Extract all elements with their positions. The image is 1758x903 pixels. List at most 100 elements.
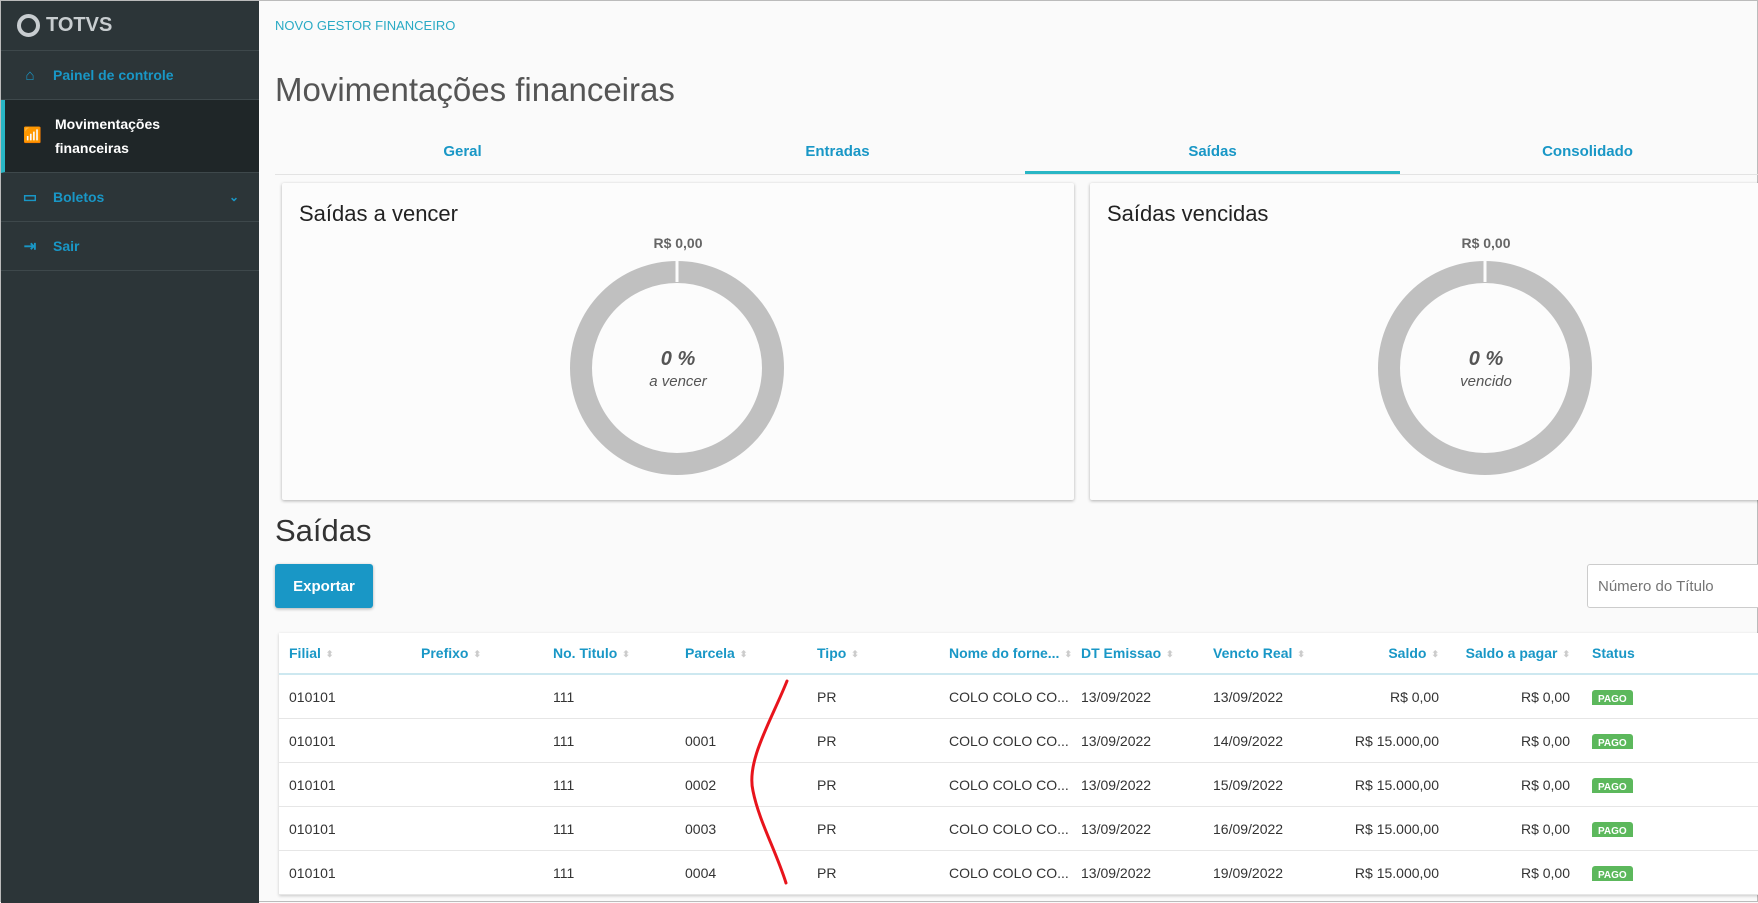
donut-chart xyxy=(1378,259,1592,475)
sort-icon[interactable]: ⬍ xyxy=(739,648,748,659)
donut-chart xyxy=(570,259,784,475)
column-label: Prefixo xyxy=(421,645,469,661)
table-cell: COLO COLO CO... xyxy=(949,732,1069,749)
table-cell: PAGO xyxy=(1582,777,1702,793)
sidebar-item-sair[interactable]: ⇥ Sair xyxy=(1,222,259,271)
donut-percent: 0 % xyxy=(660,348,696,370)
table-cell: PAGO xyxy=(1582,865,1702,881)
table-cell: 111 xyxy=(553,732,575,749)
sidebar-item-painel[interactable]: ⌂ Painel de controle xyxy=(1,51,259,100)
table-cell: 111 xyxy=(553,688,575,705)
table-row[interactable]: 010101 111 0004 PR COLO COLO CO... 13/09/2022… xyxy=(279,851,1758,895)
tab-saidas[interactable]: Saídas xyxy=(1025,133,1400,174)
status-badge: PAGO xyxy=(1592,865,1633,881)
table-cell: 14/09/2022 xyxy=(1213,732,1284,749)
table-cell: PR xyxy=(817,820,837,837)
table-cell: 13/09/2022 xyxy=(1213,688,1284,705)
card-title: Saídas a vencer xyxy=(299,201,458,226)
column-label: Tipo xyxy=(817,645,847,661)
sidebar-item-movimentacoes[interactable]: 📶 Movimentações financeiras xyxy=(1,100,259,173)
main-content: NOVO GESTOR FINANCEIRO Movimentações fin… xyxy=(259,1,1758,901)
table-cell: COLO COLO CO... xyxy=(949,864,1069,881)
logout-icon: ⇥ xyxy=(23,238,37,255)
sort-icon[interactable]: ⬍ xyxy=(1166,648,1174,659)
column-label: Status xyxy=(1592,645,1635,661)
table-cell: 15/09/2022 xyxy=(1213,776,1284,793)
column-header[interactable]: No. Titulo ⬍ xyxy=(543,645,675,661)
table-cell: PR xyxy=(817,864,837,881)
monitor-icon: ▭ xyxy=(22,189,38,206)
table-cell: COLO COLO CO... xyxy=(949,776,1069,793)
export-button[interactable]: Exportar xyxy=(275,564,373,608)
column-header[interactable]: Filial ⬍ xyxy=(279,645,411,661)
table-row[interactable]: 010101 111 0003 PR COLO COLO CO... 13/09/2022… xyxy=(279,807,1758,851)
column-label: No. Titulo xyxy=(553,645,618,661)
totvs-logo: TOTVS xyxy=(1,1,259,51)
table-cell: R$ 0,00 xyxy=(1520,688,1570,705)
sidebar-item-label: Sair xyxy=(53,238,80,254)
column-header[interactable]: Status xyxy=(1582,645,1702,661)
column-header[interactable]: Parcela ⬍ xyxy=(675,645,807,661)
sidebar-item-boletos[interactable]: ▭ Boletos ⌄ xyxy=(1,173,259,222)
sort-icon[interactable]: ⬍ xyxy=(1064,648,1071,659)
table-cell: 13/09/2022 xyxy=(1081,820,1152,837)
table-cell: R$ 15.000,00 xyxy=(1354,864,1439,881)
sort-icon[interactable]: ⬍ xyxy=(325,648,334,659)
donut-amount: R$ 0,00 xyxy=(1461,235,1511,251)
column-label: Parcela xyxy=(685,645,735,661)
sort-icon[interactable]: ⬍ xyxy=(622,648,630,659)
table-header: Filial ⬍ Prefixo ⬍ No. Titulo ⬍ Parcela ⬍ Tipo ⬍ N… xyxy=(279,633,1758,675)
tab-geral[interactable]: Geral xyxy=(443,143,482,160)
sidebar-item-label: Boletos xyxy=(53,189,105,205)
sort-icon[interactable]: ⬍ xyxy=(473,648,482,659)
column-header[interactable]: Saldo ⬍ xyxy=(1335,645,1451,661)
sort-icon[interactable]: ⬍ xyxy=(851,648,859,659)
table-cell: PR xyxy=(817,776,837,793)
logo-text: TOTVS xyxy=(46,14,113,36)
donut-caption: vencido xyxy=(1460,373,1512,390)
sort-icon[interactable]: ⬍ xyxy=(1562,648,1570,659)
column-label: Vencto Real xyxy=(1213,645,1293,661)
card-saidas-vencidas: Saídas vencidas R$ 0,00 0 % vencido xyxy=(1090,183,1758,500)
column-header[interactable]: DT Emissao ⬍ xyxy=(1071,645,1203,661)
column-label: Nome do forne... xyxy=(949,645,1060,661)
table-cell: 0002 xyxy=(685,776,717,793)
table-cell: PR xyxy=(817,732,837,749)
column-header[interactable]: Vencto Real ⬍ xyxy=(1203,645,1335,661)
column-label: Saldo xyxy=(1388,645,1427,661)
table-cell: R$ 15.000,00 xyxy=(1354,820,1439,837)
status-badge: PAGO xyxy=(1592,689,1633,705)
column-header[interactable]: Prefixo ⬍ xyxy=(411,645,543,661)
table-row[interactable]: 010101 111 0002 PR COLO COLO CO... 13/09/2022… xyxy=(279,763,1758,807)
page-title: Movimentações financeiras xyxy=(275,71,675,108)
table-cell: COLO COLO CO... xyxy=(949,688,1069,705)
table-cell: 16/09/2022 xyxy=(1213,820,1284,837)
table-cell: R$ 0,00 xyxy=(1520,776,1570,793)
tab-entradas[interactable]: Entradas xyxy=(805,143,870,160)
tab-consolidado[interactable]: Consolidado xyxy=(1542,143,1633,160)
table-cell: R$ 15.000,00 xyxy=(1354,776,1439,793)
titulo-search-input[interactable] xyxy=(1587,564,1758,608)
column-header[interactable]: Nome do forne... ⬍ xyxy=(939,645,1071,661)
table-cell: 0001 xyxy=(685,732,717,749)
table-cell: R$ 15.000,00 xyxy=(1354,732,1439,749)
column-header[interactable]: Saldo a pagar ⬍ xyxy=(1451,645,1582,661)
table-cell: COLO COLO CO... xyxy=(949,820,1069,837)
breadcrumb[interactable]: NOVO GESTOR FINANCEIRO xyxy=(275,18,456,33)
donut-percent: 0 % xyxy=(1468,348,1504,370)
sort-icon[interactable]: ⬍ xyxy=(1431,648,1439,659)
table-row[interactable]: 010101 111 0001 PR COLO COLO CO... 13/09/2022… xyxy=(279,719,1758,763)
column-label: DT Emissao xyxy=(1081,645,1162,661)
table-row[interactable]: 010101 111 PR COLO COLO CO... 13/09/2022 13/0… xyxy=(279,675,1758,719)
home-icon: ⌂ xyxy=(25,66,35,84)
table-cell: 010101 xyxy=(289,776,336,793)
section-title: Saídas xyxy=(275,513,372,548)
sort-icon[interactable]: ⬍ xyxy=(1297,648,1305,659)
table-cell: 010101 xyxy=(289,820,336,837)
column-header[interactable]: Tipo ⬍ xyxy=(807,645,939,661)
table-cell: 010101 xyxy=(289,732,336,749)
table-cell: 0004 xyxy=(685,864,717,881)
table-cell: 010101 xyxy=(289,688,336,705)
table-cell: 19/09/2022 xyxy=(1213,864,1284,881)
status-badge: PAGO xyxy=(1592,733,1633,749)
